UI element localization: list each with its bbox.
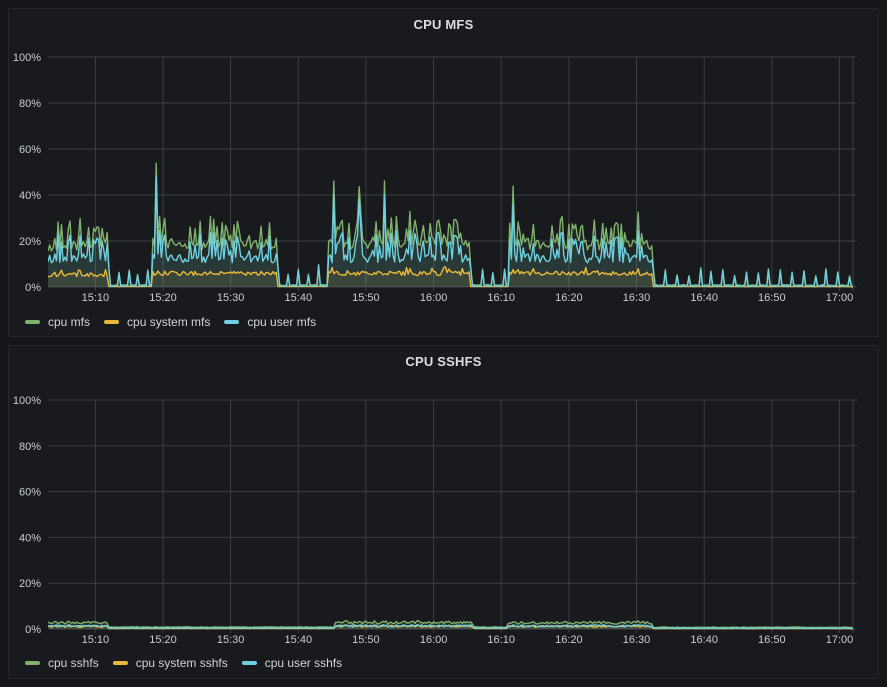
svg-text:16:40: 16:40: [690, 634, 718, 646]
svg-text:0%: 0%: [25, 624, 41, 636]
svg-text:16:00: 16:00: [420, 634, 448, 646]
series-lines: [48, 162, 853, 288]
svg-text:100%: 100%: [13, 52, 41, 64]
legend-item-cpu-mfs[interactable]: cpu mfs: [25, 315, 90, 329]
series-lines: [48, 619, 853, 630]
series-dash-icon: [224, 319, 240, 324]
series-dash-icon: [25, 661, 40, 665]
svg-text:15:20: 15:20: [149, 634, 177, 646]
svg-text:60%: 60%: [19, 487, 41, 499]
svg-text:60%: 60%: [19, 144, 41, 156]
svg-text:20%: 20%: [19, 578, 41, 590]
svg-text:16:50: 16:50: [758, 634, 786, 646]
cpu-mfs-chart[interactable]: 0% 20% 40% 60% 80% 100% 15:10 15:20 15:30 15:40 15…: [9, 39, 878, 307]
cpu-sshfs-chart[interactable]: 0% 20% 40% 60% 80% 100% 15:10 15:20 15:30 15:40 15…: [9, 376, 878, 648]
series-dash-icon: [112, 661, 128, 665]
svg-text:15:50: 15:50: [352, 292, 380, 304]
svg-text:16:30: 16:30: [623, 634, 651, 646]
legend-label: cpu mfs: [48, 314, 91, 329]
svg-text:80%: 80%: [19, 98, 41, 110]
cpu-mfs-legend: cpu mfs cpu system mfs cpu user mfs: [9, 307, 878, 336]
svg-text:16:10: 16:10: [487, 634, 515, 646]
legend-label: cpu system sshfs: [135, 656, 228, 670]
x-axis-labels: 15:10 15:20 15:30 15:40 15:50 16:00 16:10 16:20…: [82, 292, 854, 304]
panel-title-cpu-mfs[interactable]: CPU MFS: [413, 16, 474, 32]
svg-text:15:10: 15:10: [82, 634, 110, 646]
dashboard: CPU MFS 0% 20% 40% 60% 80% 100% 15:10 15:20 15:3…: [8, 8, 879, 679]
svg-text:15:20: 15:20: [149, 292, 177, 304]
legend-item-cpu-system-sshfs[interactable]: cpu system sshfs: [112, 656, 228, 670]
cpu-sshfs-legend: cpu sshfs cpu system sshfs cpu user sshf…: [9, 648, 878, 678]
grid: [48, 399, 857, 633]
series-fills: [48, 163, 853, 287]
legend-label: cpu sshfs: [48, 656, 99, 670]
legend-item-cpu-user-sshfs[interactable]: cpu user sshfs: [241, 656, 343, 670]
panel-title-cpu-sshfs[interactable]: CPU SSHFS: [405, 353, 482, 369]
grid: [48, 56, 857, 291]
legend-item-cpu-user-mfs[interactable]: cpu user mfs: [224, 315, 316, 329]
svg-text:15:50: 15:50: [352, 634, 380, 646]
series-dash-icon: [104, 319, 120, 324]
svg-text:100%: 100%: [13, 395, 41, 407]
panel-cpu-sshfs: CPU SSHFS 0% 20% 40% 60% 80% 100% 15:10 15:20 15…: [8, 345, 879, 679]
svg-text:16:50: 16:50: [758, 292, 786, 304]
svg-text:16:10: 16:10: [487, 292, 515, 304]
svg-text:20%: 20%: [19, 236, 41, 248]
y-axis-labels: 0% 20% 40% 60% 80% 100%: [13, 395, 41, 636]
svg-text:15:30: 15:30: [217, 634, 245, 646]
y-axis-labels: 0% 20% 40% 60% 80% 100%: [13, 52, 41, 294]
svg-text:15:10: 15:10: [82, 292, 110, 304]
series-dash-icon: [25, 319, 40, 324]
svg-text:16:20: 16:20: [555, 292, 583, 304]
svg-text:15:40: 15:40: [285, 634, 313, 646]
svg-text:17:00: 17:00: [826, 292, 854, 304]
svg-text:16:20: 16:20: [555, 634, 583, 646]
svg-text:16:30: 16:30: [623, 292, 651, 304]
svg-text:0%: 0%: [25, 282, 41, 294]
svg-text:40%: 40%: [19, 532, 41, 544]
legend-label: cpu user sshfs: [264, 656, 343, 670]
legend-label: cpu user mfs: [247, 314, 317, 329]
svg-text:16:00: 16:00: [420, 292, 448, 304]
svg-text:15:30: 15:30: [217, 292, 245, 304]
legend-label: cpu system mfs: [127, 314, 211, 329]
x-axis-labels: 15:10 15:20 15:30 15:40 15:50 16:00 16:10 16:20…: [82, 634, 854, 646]
legend-item-cpu-system-mfs[interactable]: cpu system mfs: [104, 315, 210, 329]
panel-cpu-mfs: CPU MFS 0% 20% 40% 60% 80% 100% 15:10 15:20 15:3…: [8, 8, 879, 337]
svg-text:15:40: 15:40: [285, 292, 313, 304]
svg-text:80%: 80%: [19, 441, 41, 453]
svg-text:16:40: 16:40: [690, 292, 718, 304]
svg-text:40%: 40%: [19, 190, 41, 202]
svg-text:17:00: 17:00: [826, 634, 854, 646]
legend-item-cpu-sshfs[interactable]: cpu sshfs: [25, 656, 99, 670]
series-dash-icon: [241, 661, 257, 665]
